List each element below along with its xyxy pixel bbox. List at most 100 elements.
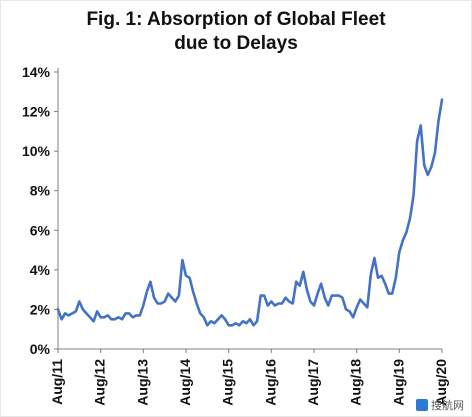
data-point (199, 312, 201, 314)
data-point (309, 300, 311, 302)
data-point (274, 304, 276, 306)
data-point (391, 292, 393, 294)
data-point (110, 318, 112, 320)
data-point (114, 318, 116, 320)
data-point (238, 324, 240, 326)
data-point (146, 290, 148, 292)
data-point (135, 314, 137, 316)
x-tick-label: Aug/14 (177, 359, 193, 406)
data-point (359, 298, 361, 300)
data-point (281, 302, 283, 304)
x-tick-label: Aug/20 (433, 359, 449, 406)
data-point (164, 300, 166, 302)
data-point (416, 140, 418, 142)
data-point (338, 294, 340, 296)
data-point (82, 308, 84, 310)
data-point (174, 300, 176, 302)
data-point (427, 174, 429, 176)
data-point (363, 302, 365, 304)
data-point (142, 304, 144, 306)
data-point (430, 166, 432, 168)
data-point (121, 318, 123, 320)
data-point (203, 316, 205, 318)
data-point (160, 302, 162, 304)
data-point (188, 277, 190, 279)
data-point (348, 310, 350, 312)
data-point (252, 324, 254, 326)
data-point (178, 294, 180, 296)
data-point (89, 316, 91, 318)
data-point (331, 294, 333, 296)
chart-axes (57, 68, 442, 350)
x-tick-label: Aug/13 (134, 359, 150, 406)
data-point (242, 320, 244, 322)
data-point (320, 283, 322, 285)
data-point (231, 324, 233, 326)
data-point (206, 324, 208, 326)
watermark-text: 搜航网 (431, 399, 464, 412)
data-point (167, 292, 169, 294)
data-point (64, 312, 66, 314)
data-point (270, 300, 272, 302)
data-point (334, 294, 336, 296)
data-point (437, 120, 439, 122)
data-point (156, 302, 158, 304)
y-tick-label: 4% (30, 262, 51, 278)
x-tick-label: Aug/19 (390, 359, 406, 406)
data-point (68, 314, 70, 316)
data-point (96, 310, 98, 312)
data-point (377, 277, 379, 279)
data-point (132, 316, 134, 318)
data-point (277, 302, 279, 304)
data-point (128, 312, 130, 314)
data-point (405, 231, 407, 233)
logo-icon (416, 399, 428, 411)
data-point (306, 288, 308, 290)
data-point (245, 322, 247, 324)
data-point (210, 320, 212, 322)
data-point (224, 318, 226, 320)
x-axis-ticks: Aug/11 Aug/12 Aug/13 Aug/14 Aug/15 Aug/16 Aug/… (49, 349, 449, 406)
y-tick-label: 2% (30, 301, 51, 317)
data-point (398, 251, 400, 253)
y-tick-label: 8% (30, 183, 51, 199)
data-point (402, 239, 404, 241)
data-point (217, 318, 219, 320)
watermark: 搜航网 (416, 397, 464, 413)
series-layer (56, 98, 444, 327)
data-point (423, 164, 425, 166)
data-point (260, 294, 262, 296)
data-point (92, 320, 94, 322)
chart-title-line-2: due to Delays (174, 33, 298, 54)
x-tick-label: Aug/18 (348, 359, 364, 406)
data-point (284, 296, 286, 298)
data-point (117, 316, 119, 318)
data-point (124, 312, 126, 314)
data-point (395, 277, 397, 279)
series-line (56, 98, 444, 327)
y-axis-ticks: 0% 2% 4% 6% 8% 10% 12% 14% (22, 64, 58, 357)
data-point (366, 306, 368, 308)
data-point (292, 302, 294, 304)
data-point (434, 152, 436, 154)
data-point (192, 290, 194, 292)
data-point (57, 308, 59, 310)
data-point (149, 281, 151, 283)
data-point (384, 283, 386, 285)
data-point (235, 322, 237, 324)
data-point (341, 296, 343, 298)
data-point (185, 275, 187, 277)
data-point (388, 292, 390, 294)
data-point (78, 300, 80, 302)
data-point (288, 300, 290, 302)
data-point (412, 194, 414, 196)
chart-title-line-1: Fig. 1: Absorption of Global Fleet (86, 9, 386, 30)
data-point (409, 217, 411, 219)
data-point (327, 304, 329, 306)
x-tick-label: Aug/12 (92, 359, 108, 406)
data-point (441, 99, 443, 101)
data-point (100, 316, 102, 318)
data-point (295, 281, 297, 283)
